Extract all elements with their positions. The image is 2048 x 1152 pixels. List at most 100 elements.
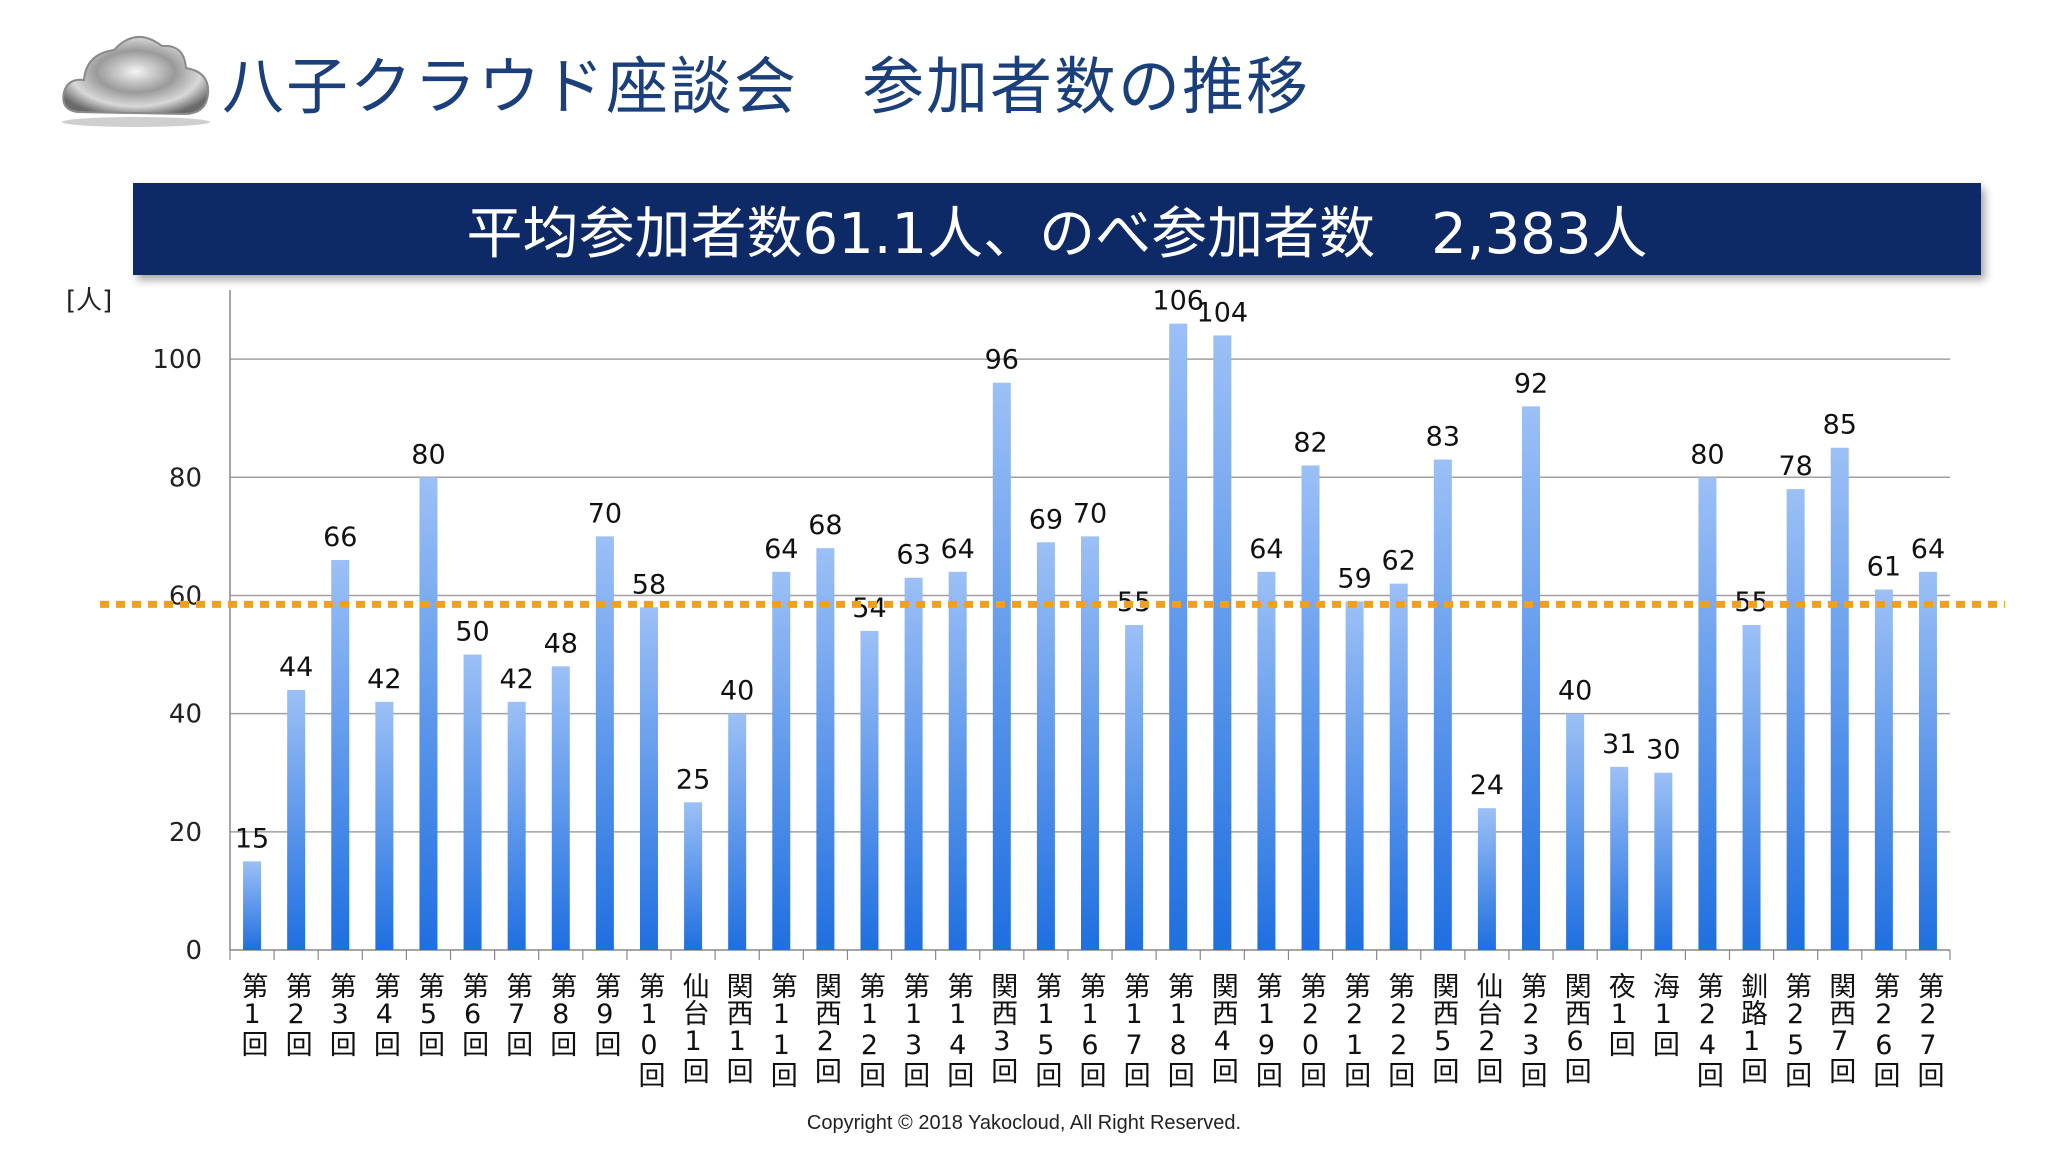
x-tick-label: 第20回: [1295, 972, 1326, 1088]
x-tick-label: 第5回: [413, 972, 444, 1057]
bar: [1169, 323, 1188, 950]
x-tick-label: 第17回: [1119, 972, 1150, 1088]
data-label: 66: [323, 522, 357, 553]
data-label: 15: [235, 823, 269, 854]
x-tick-label: 第25回: [1780, 972, 1811, 1088]
x-tick-label: 第3回: [325, 972, 356, 1057]
bar: [1081, 536, 1099, 950]
x-tick-label: 第2回: [281, 972, 312, 1057]
x-tick-label: 第11回: [766, 972, 797, 1088]
x-tick-label: 釧路1回: [1736, 972, 1768, 1084]
bar: [375, 701, 394, 950]
x-tick-label: 関西2回: [810, 972, 841, 1084]
data-label: 64: [941, 534, 975, 565]
bar: [639, 607, 658, 950]
x-tick-label: 関西6回: [1560, 972, 1591, 1084]
data-label: 50: [455, 617, 489, 648]
data-label: 68: [808, 510, 842, 541]
y-tick-label: 40: [169, 700, 202, 730]
bar: [1918, 571, 1937, 950]
bar: [1742, 625, 1761, 950]
data-label: 40: [720, 676, 754, 707]
bar: [728, 713, 747, 950]
x-tick-label: 第26回: [1868, 972, 1899, 1088]
data-label: 31: [1602, 729, 1636, 760]
data-label: 24: [1470, 770, 1504, 801]
bar: [1610, 766, 1629, 950]
data-label: 64: [1249, 534, 1283, 565]
bar: [684, 802, 703, 950]
x-tick-label: 第12回: [854, 972, 885, 1088]
bar: [1036, 542, 1055, 950]
bar: [1654, 772, 1673, 950]
bar: [1433, 459, 1452, 950]
y-tick-label: 0: [185, 936, 202, 966]
bar: [1213, 335, 1232, 950]
bar: [1874, 589, 1893, 950]
data-label: 64: [1911, 534, 1945, 565]
x-tick-label: 第15回: [1030, 972, 1061, 1088]
data-label: 64: [764, 534, 798, 565]
x-tick-label: 仙台1回: [678, 972, 710, 1084]
bar: [1345, 601, 1364, 950]
data-label: 69: [1029, 504, 1063, 535]
bar: [243, 861, 262, 950]
copyright-text: Copyright © 2018 Yakocloud, All Right Re…: [806, 1112, 1242, 1134]
data-label: 80: [411, 439, 445, 470]
bar: [595, 536, 614, 950]
x-tick-label: 第4回: [369, 972, 400, 1057]
x-tick-label: 第6回: [457, 972, 488, 1057]
bar: [419, 477, 438, 950]
data-label: 106: [1152, 286, 1204, 317]
bar: [331, 560, 350, 950]
bar: [1566, 713, 1585, 950]
data-label: 70: [1073, 498, 1107, 529]
data-label: 85: [1823, 410, 1857, 441]
x-tick-label: 第10回: [633, 972, 664, 1088]
data-label: 83: [1426, 422, 1460, 453]
x-tick-label: 第21回: [1339, 972, 1370, 1088]
y-tick-label: 80: [169, 463, 202, 493]
data-label: 62: [1382, 546, 1416, 577]
x-tick-label: 第23回: [1516, 972, 1547, 1088]
x-tick-label: 仙台2回: [1471, 972, 1503, 1084]
data-label: 54: [852, 593, 886, 624]
x-tick-label: 夜1回: [1604, 972, 1636, 1057]
x-tick-label: 関西5回: [1427, 972, 1458, 1084]
x-tick-label: 第19回: [1251, 972, 1282, 1088]
bar: [860, 630, 879, 950]
bar: [1125, 625, 1144, 950]
data-label: 48: [544, 628, 578, 659]
x-tick-label: 第27回: [1912, 972, 1943, 1088]
bar-chart: 02040608010015第1回44第2回66第3回42第4回80第5回50第…: [100, 286, 2005, 1088]
x-tick-label: 第18回: [1163, 972, 1194, 1088]
data-label: 42: [499, 664, 533, 695]
bar: [287, 690, 306, 950]
bar: [1830, 447, 1849, 950]
data-label: 104: [1197, 297, 1249, 328]
bar: [772, 571, 791, 950]
data-label: 96: [985, 345, 1019, 376]
x-tick-label: 第24回: [1692, 972, 1723, 1088]
y-axis-unit-label: [人]: [66, 286, 113, 316]
y-tick-label: 20: [169, 818, 202, 848]
summary-banner: 平均参加者数61.1人、のべ参加者数 2,383人: [133, 183, 1981, 275]
bar: [1257, 571, 1276, 950]
x-tick-label: 関西4回: [1207, 972, 1238, 1084]
summary-text: 平均参加者数61.1人、のべ参加者数 2,383人: [466, 201, 1648, 267]
data-label: 59: [1337, 563, 1371, 594]
x-tick-label: 関西7回: [1824, 972, 1855, 1084]
data-label: 44: [279, 652, 313, 683]
x-tick-label: 第8回: [545, 972, 576, 1057]
bar: [1522, 406, 1541, 950]
bar: [948, 571, 967, 950]
bar: [507, 701, 526, 950]
bar: [992, 382, 1011, 950]
bar: [1301, 465, 1320, 950]
x-tick-label: 第1回: [237, 972, 268, 1057]
data-label: 82: [1293, 427, 1327, 458]
x-tick-label: 海1回: [1648, 972, 1679, 1057]
x-tick-label: 関西3回: [986, 972, 1017, 1084]
y-tick-label: 100: [152, 345, 202, 375]
x-tick-label: 第14回: [942, 972, 973, 1088]
